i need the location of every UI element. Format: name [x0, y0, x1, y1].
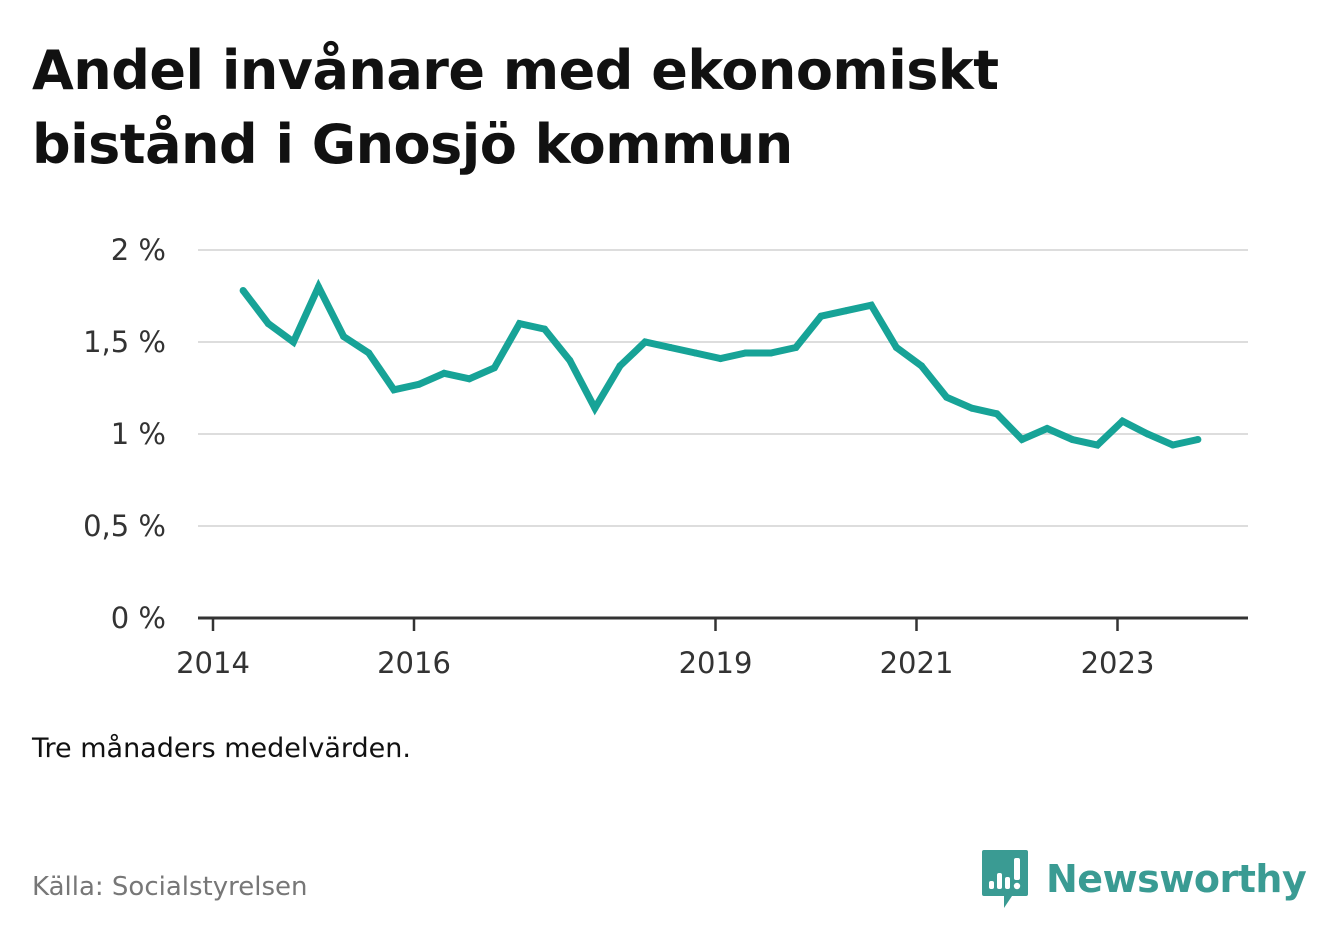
data-point [415, 380, 423, 388]
data-point [315, 283, 322, 291]
data-point [691, 349, 699, 357]
y-tick-label: 1 % [111, 417, 166, 451]
data-point [516, 320, 523, 328]
data-point [390, 386, 398, 394]
data-point [1068, 436, 1076, 443]
data-point [365, 349, 373, 357]
source-credit: Källa: Socialstyrelsen [32, 872, 308, 902]
data-point [993, 410, 1001, 418]
data-point [968, 404, 976, 412]
data-point [591, 404, 599, 412]
x-tick-label: 2019 [679, 646, 753, 680]
data-point [842, 307, 850, 315]
data-point [440, 369, 448, 377]
data-point [340, 333, 348, 340]
data-point [1119, 417, 1126, 425]
data-point [1093, 441, 1101, 449]
data-point [616, 362, 624, 370]
data-point [792, 344, 800, 351]
data-point [641, 338, 649, 346]
data-point [566, 356, 574, 364]
data-point [742, 349, 750, 357]
data-point [918, 362, 925, 370]
y-tick-label: 0 % [111, 601, 166, 635]
data-point [892, 344, 900, 351]
bar-chart-icon [982, 850, 1028, 908]
data-point [1169, 441, 1177, 449]
x-tick-label: 2021 [880, 646, 954, 680]
brand-logo: Newsworthy [980, 848, 1307, 910]
chart-title: Andel invånare med ekonomiskt bistånd i … [32, 39, 999, 176]
x-tick-label: 2023 [1081, 646, 1155, 680]
y-tick-label: 0,5 % [83, 509, 166, 543]
data-point [264, 320, 272, 328]
data-point [1144, 430, 1152, 438]
data-point [767, 349, 775, 357]
data-point [465, 375, 473, 383]
data-point [490, 364, 498, 372]
data-point [943, 393, 951, 401]
data-point [1194, 436, 1202, 443]
brand-name: Newsworthy [1046, 857, 1307, 901]
data-point [817, 312, 825, 320]
data-point [1018, 436, 1026, 443]
x-tick-label: 2016 [377, 646, 451, 680]
y-tick-label: 1,5 % [83, 325, 166, 359]
chart-note: Tre månaders medelvärden. [32, 733, 411, 764]
data-point [541, 325, 549, 333]
data-point [1043, 425, 1051, 432]
x-tick-label: 2014 [176, 646, 250, 680]
series-line [240, 278, 1199, 449]
data-point [289, 338, 297, 346]
y-tick-label: 2 % [111, 233, 166, 267]
data-point [717, 355, 724, 363]
data-point [867, 301, 875, 309]
data-point [239, 287, 247, 294]
data-point [666, 344, 674, 351]
